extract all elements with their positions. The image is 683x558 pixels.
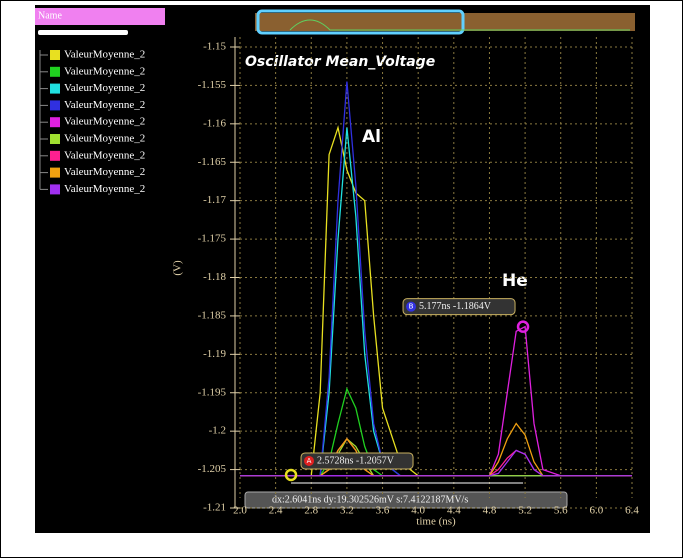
y-tick-label: -1.185 (198, 309, 227, 321)
cursor-label: 2.5728ns -1.2057V (317, 455, 395, 466)
y-tick-label: -1.195 (198, 386, 227, 398)
y-tick-label: -1.165 (198, 156, 227, 168)
x-tick-label: 4.0 (411, 505, 425, 517)
cursor-marker (516, 320, 530, 333)
cursor-label-box (402, 298, 516, 316)
x-tick-label: 6.4 (625, 505, 639, 517)
cursor-label: 5.177ns -1.1864V (419, 301, 492, 312)
x-axis-label: time (ns) (416, 516, 456, 528)
annotation: He (502, 271, 528, 291)
y-tick-label: -1.175 (198, 233, 227, 245)
legend-label: ValeurMoyenne_2 (64, 82, 145, 94)
legend-label: ValeurMoyenne_2 (64, 116, 145, 128)
legend-swatch (50, 50, 60, 60)
y-tick-label: -1.19 (203, 348, 226, 360)
overview-trace (289, 19, 630, 31)
series-line (240, 449, 632, 477)
x-tick-label: 2.0 (233, 505, 247, 517)
legend-header: Name (38, 10, 62, 21)
y-tick-label: -1.155 (198, 79, 227, 91)
cursor-badge-label: A (307, 457, 312, 465)
legend-label: ValeurMoyenne_2 (64, 183, 145, 195)
x-tick-label: 6.0 (589, 505, 603, 517)
legend-swatch (50, 184, 60, 195)
x-tick-label: 5.2 (518, 505, 532, 517)
cursor-label-box (300, 452, 414, 470)
scrollbar (38, 30, 128, 35)
y-tick-label: -1.15 (203, 41, 226, 53)
x-tick-label: 3.6 (376, 505, 390, 517)
cursor-badge-label: B (409, 303, 414, 311)
legend-swatch (50, 167, 60, 178)
cursor-badge (304, 455, 315, 466)
legend-swatch (50, 134, 60, 144)
x-tick-label: 4.8 (483, 505, 497, 517)
y-axis-label: (V) (172, 260, 184, 276)
y-tick-label: -1.17 (203, 194, 226, 206)
x-tick-label: 2.4 (269, 505, 283, 517)
legend-label: ValeurMoyenne_2 (64, 99, 145, 111)
annotation: Al (362, 127, 381, 147)
legend-swatch (50, 150, 60, 161)
legend-label: ValeurMoyenne_2 (64, 49, 145, 61)
y-tick-label: -1.16 (203, 117, 226, 129)
cursor-marker (284, 468, 298, 482)
overview-window[interactable] (256, 9, 465, 35)
y-tick-label: -1.18 (203, 271, 226, 283)
legend-swatch (50, 83, 60, 94)
legend-label: ValeurMoyenne_2 (64, 65, 145, 77)
y-tick-label: -1.21 (203, 502, 226, 514)
legend-label: ValeurMoyenne_2 (64, 133, 145, 145)
legend-label: ValeurMoyenne_2 (64, 166, 145, 178)
x-tick-label: 4.4 (447, 505, 461, 517)
delta-text: dx:2.6041ns dy:19.302526mV s:7.4122187MV… (272, 494, 468, 505)
legend-label: ValeurMoyenne_2 (64, 149, 145, 161)
legend-swatch (50, 66, 60, 77)
x-tick-label: 5.6 (554, 505, 568, 517)
x-tick-label: 2.8 (304, 505, 318, 517)
chart-title: Oscillator Mean_Voltage (245, 54, 435, 70)
legend-swatch (50, 117, 60, 128)
legend-swatch (50, 100, 60, 111)
x-tick-label: 3.2 (340, 505, 354, 517)
y-tick-label: -1.205 (198, 463, 227, 475)
cursor-badge (406, 301, 417, 312)
y-tick-label: -1.2 (209, 425, 226, 437)
legend-header-bg (35, 8, 165, 25)
overview-bar (255, 13, 635, 31)
